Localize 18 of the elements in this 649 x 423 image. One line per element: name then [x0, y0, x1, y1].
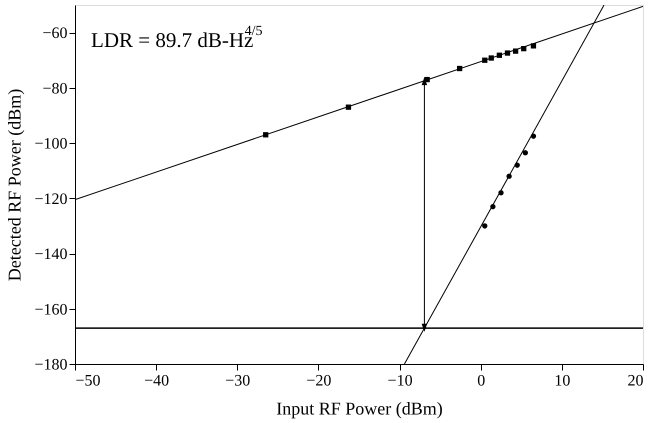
y-tick-label: −180 [34, 356, 68, 374]
x-tick-label: −20 [306, 372, 332, 390]
y-tick-label: −80 [42, 80, 68, 98]
x-tick-label: −50 [76, 372, 101, 390]
y-axis-title: Detected RF Power (dBm) [4, 88, 24, 282]
x-tick-label: 10 [554, 372, 570, 390]
y-tick-label: −140 [34, 246, 68, 264]
y-tick-label: −160 [34, 301, 68, 318]
x-tick-label: −30 [225, 372, 250, 390]
x-tick-label: 0 [477, 372, 486, 390]
y-tick-label: −120 [34, 190, 68, 208]
x-tick-label: 20 [628, 372, 644, 390]
annotation: LDR = 89.7 dB-Hz4/5 [91, 24, 262, 52]
y-tick-label: −100 [34, 136, 68, 153]
x-axis-title: Input RF Power (dBm) [276, 398, 443, 418]
x-tick-label: −10 [388, 372, 413, 390]
y-tick-label: −60 [42, 25, 68, 42]
x-tick-label: −40 [144, 372, 170, 390]
